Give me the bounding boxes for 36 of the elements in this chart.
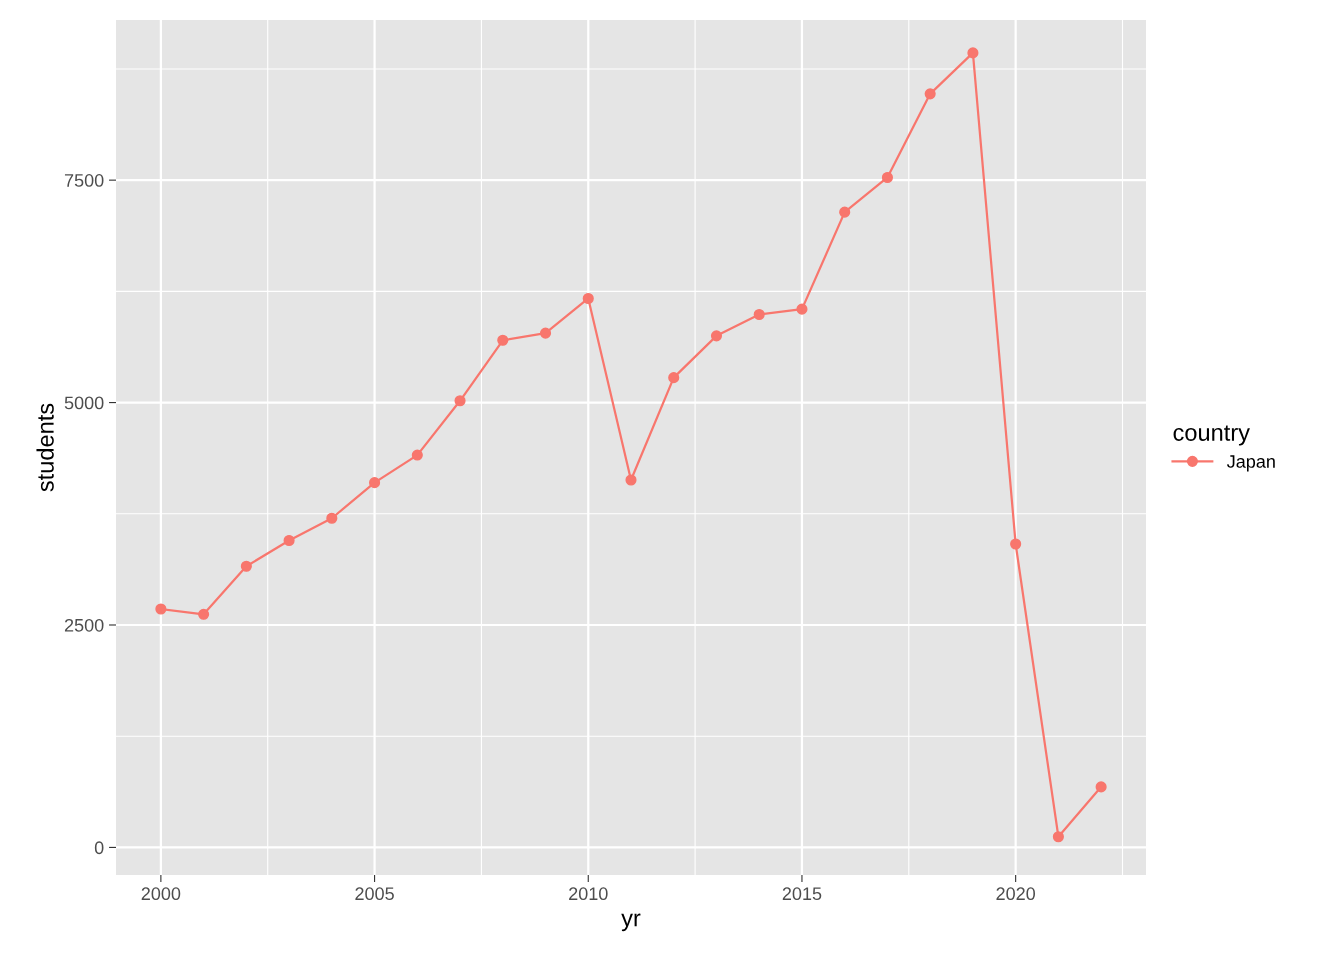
point (240, 560, 252, 572)
x-tick-label: 2020 (996, 887, 1036, 901)
point (582, 292, 594, 305)
point (1010, 538, 1022, 550)
point (1052, 831, 1064, 843)
point (326, 512, 338, 524)
point (625, 474, 637, 486)
y-tick-label: 0 (94, 841, 104, 855)
legend-title: country (1173, 425, 1250, 446)
point (839, 206, 851, 218)
point (1095, 781, 1107, 793)
x-tick-label: 2015 (782, 887, 822, 901)
point (411, 449, 423, 461)
x-tick-label: 2010 (569, 887, 608, 901)
point (967, 47, 979, 59)
y-axis-title: students (36, 403, 54, 492)
point (497, 334, 509, 346)
point (198, 608, 210, 620)
point (539, 327, 552, 339)
point (881, 171, 893, 184)
legend-label: Japan (1227, 455, 1275, 472)
y-tick-label: 5000 (64, 396, 104, 410)
y-tick-label: 7500 (64, 174, 104, 187)
point (668, 372, 680, 384)
point (924, 88, 936, 100)
y-tick-label: 2500 (64, 618, 104, 632)
point (710, 330, 723, 342)
x-tick-label: 2005 (355, 887, 394, 901)
point (369, 477, 381, 489)
point (283, 534, 295, 547)
point (155, 603, 167, 615)
point (753, 308, 765, 321)
x-axis-title: yr (621, 913, 641, 932)
point (454, 395, 466, 407)
point (796, 303, 808, 315)
x-tick-label: 2000 (141, 887, 181, 901)
